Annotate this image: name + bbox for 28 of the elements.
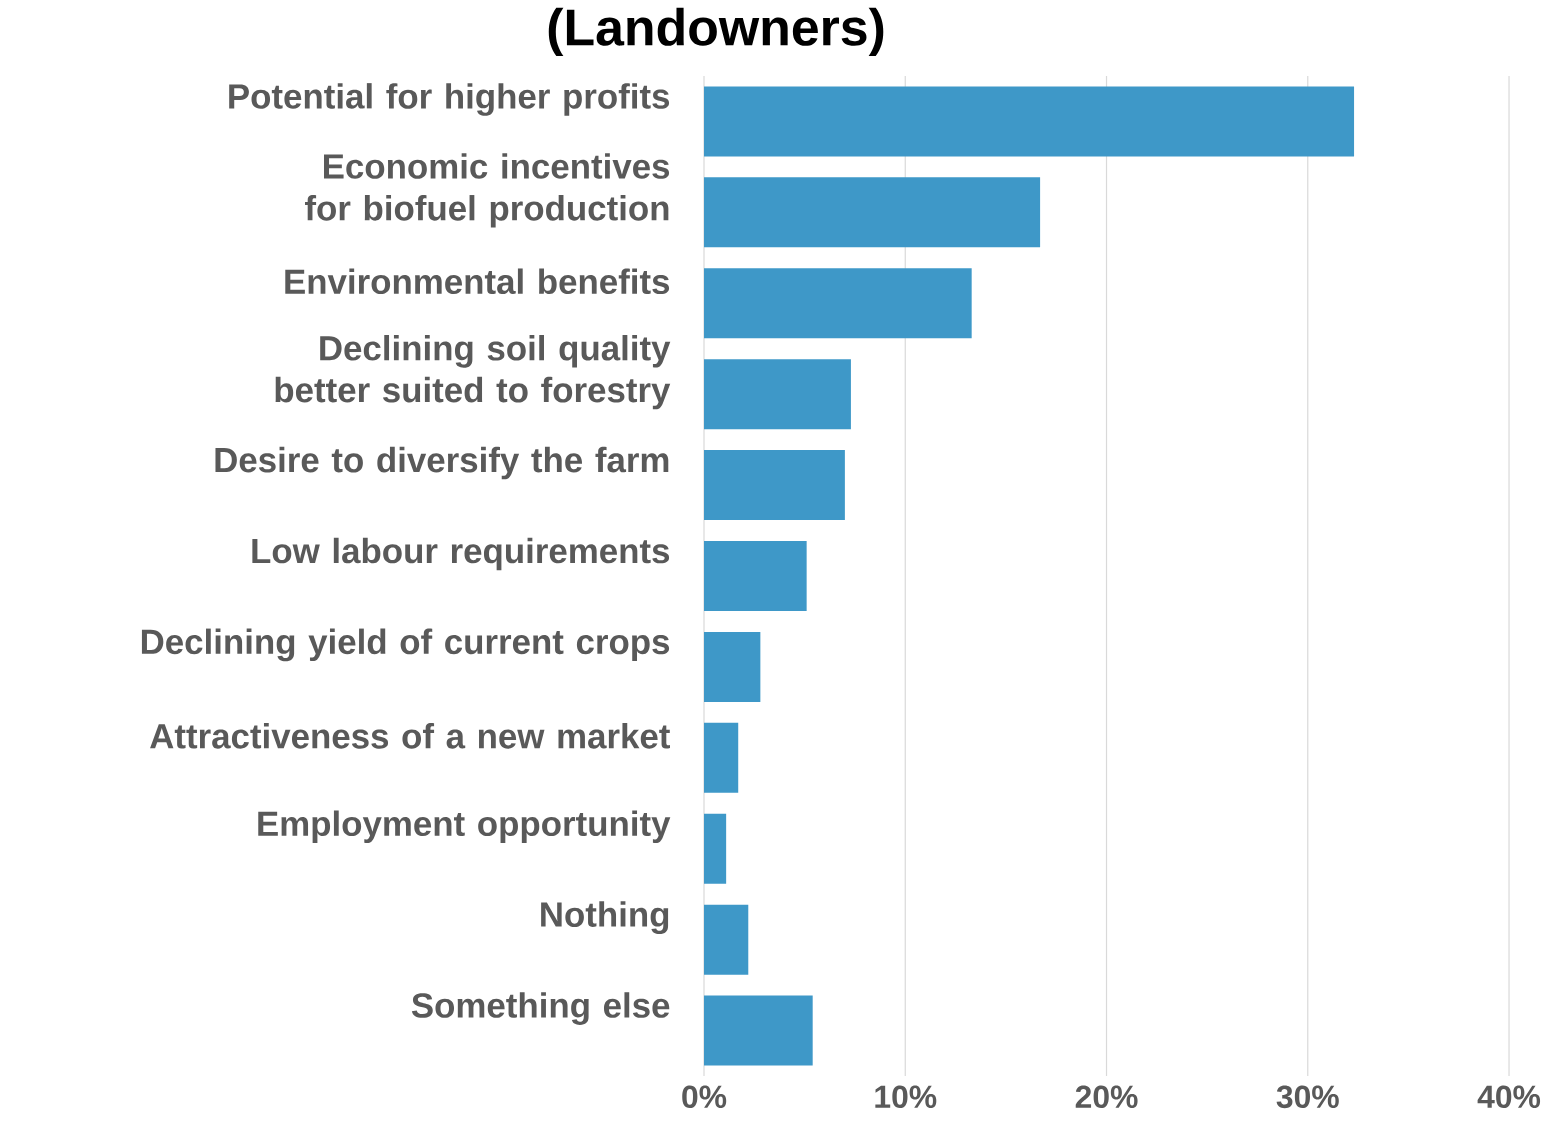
bar <box>704 722 739 793</box>
y-tick-label: Attractiveness of a new market <box>150 723 670 749</box>
bar <box>704 450 845 521</box>
y-tick-label: Declining soil quality better suited to forestry <box>275 335 671 410</box>
y-tick-label: Employment opportunity <box>258 810 671 843</box>
bar <box>704 359 851 430</box>
y-tick-label: Something else <box>411 992 670 1025</box>
y-tick-label: Environmental benefits <box>285 268 670 295</box>
y-tick-label: Economic incentives for biofuel production <box>305 153 670 228</box>
chart-title: (Landowners) <box>548 7 884 57</box>
bar <box>704 86 1355 157</box>
y-tick-label: Potential for higher profits <box>229 83 670 116</box>
y-tick-label: Desire to diversify the farm <box>215 446 669 480</box>
bar <box>704 813 727 884</box>
y-tick-label: Declining yield of current crops <box>141 628 670 662</box>
bar <box>704 904 749 975</box>
bar <box>704 541 807 612</box>
bar <box>704 995 813 1066</box>
bar <box>704 631 761 702</box>
x-tick-label: 0% <box>682 1085 727 1109</box>
x-tick-label: 40% <box>1477 1085 1541 1109</box>
y-tick-label: Nothing <box>541 901 669 934</box>
y-tick-label: Low labour requirements <box>252 537 670 571</box>
bar <box>704 177 1041 248</box>
x-tick-label: 30% <box>1276 1085 1339 1109</box>
x-tick-label: 20% <box>1075 1085 1138 1109</box>
bar <box>704 268 972 339</box>
x-tick-label: 10% <box>875 1085 937 1109</box>
